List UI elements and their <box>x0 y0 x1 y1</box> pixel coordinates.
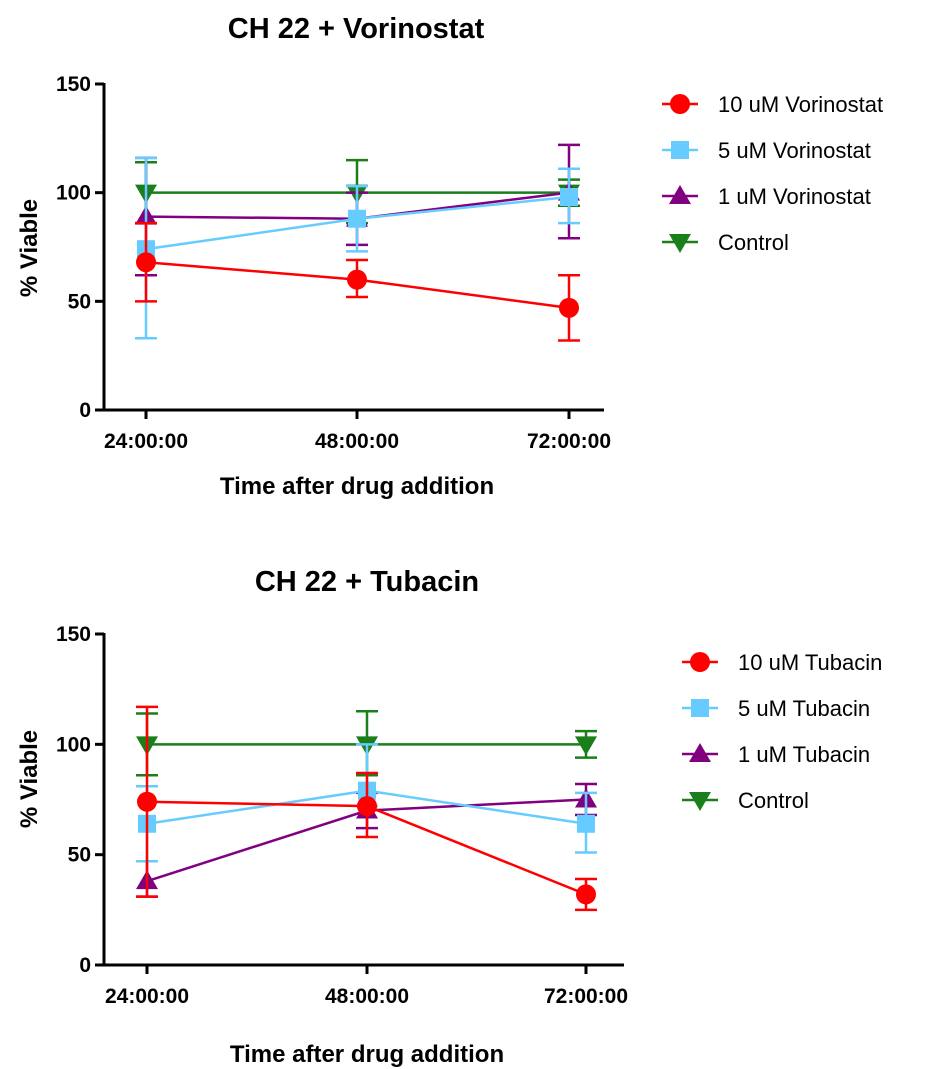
chart-title: CH 22 + Tubacin <box>255 566 479 598</box>
legend-swatch-marker <box>690 652 710 672</box>
legend-item: 1 uM Tubacin <box>682 742 870 767</box>
legend-label: Control <box>738 788 809 813</box>
legend-label: 1 uM Tubacin <box>738 742 870 767</box>
x-tick-label: 72:00:00 <box>544 985 628 1008</box>
data-point <box>577 814 595 833</box>
plot-area: 0 50 100 150 24:00:00 48:00:00 72:00:00 <box>56 73 611 453</box>
series-5-um-vorinostat <box>135 156 580 340</box>
legend-swatch-marker <box>689 743 711 762</box>
x-axis-label: Time after drug addition <box>220 473 494 500</box>
x-axis-label: Time after drug addition <box>230 1041 504 1068</box>
legend-label: 5 uM Tubacin <box>738 696 870 721</box>
data-point <box>576 884 596 905</box>
data-point <box>357 796 377 817</box>
y-tick-label: 100 <box>56 733 91 756</box>
plot-area: 0 50 100 150 24:00:00 48:00:00 72:00:00 <box>56 623 628 1008</box>
data-point <box>136 252 156 273</box>
x-tick-label: 48:00:00 <box>325 985 409 1008</box>
chart-vorinostat: CH 22 + Vorinostat % Viable Time after d… <box>16 13 883 500</box>
legend-item: Control <box>662 230 789 255</box>
legend-label: 10 uM Vorinostat <box>718 92 883 117</box>
legend-item: Control <box>682 788 809 813</box>
data-point <box>348 209 366 228</box>
legend: 10 uM Tubacin 5 uM Tubacin 1 uM Tubacin Con… <box>682 650 882 813</box>
data-point <box>575 736 597 756</box>
y-tick-label: 0 <box>79 399 91 422</box>
legend: 10 uM Vorinostat 5 uM Vorinostat 1 uM Vori… <box>662 92 883 255</box>
legend-item: 5 uM Vorinostat <box>662 138 871 163</box>
data-point <box>347 269 367 290</box>
y-tick-label: 50 <box>68 844 91 867</box>
y-axis-label: % Viable <box>16 199 43 297</box>
x-tick-label: 72:00:00 <box>527 430 611 453</box>
data-point <box>559 297 579 318</box>
legend-swatch-marker <box>691 699 709 717</box>
x-tick-label: 24:00:00 <box>104 430 188 453</box>
y-tick-label: 50 <box>68 290 91 313</box>
chart-title: CH 22 + Vorinostat <box>228 13 485 45</box>
legend-swatch-marker <box>669 234 691 253</box>
y-tick-label: 150 <box>56 623 91 646</box>
data-point <box>137 791 157 812</box>
series-10-um-tubacin <box>136 705 597 912</box>
legend-item: 10 uM Vorinostat <box>662 92 883 117</box>
legend-swatch-marker <box>669 185 691 204</box>
y-tick-label: 0 <box>79 954 91 977</box>
data-point <box>560 188 578 207</box>
legend-swatch-marker <box>689 792 711 811</box>
legend-label: 5 uM Vorinostat <box>718 138 871 163</box>
legend-swatch-marker <box>670 94 690 114</box>
legend-item: 10 uM Tubacin <box>682 650 882 675</box>
legend-swatch-marker <box>671 141 689 159</box>
y-axis-label: % Viable <box>16 730 43 828</box>
legend-label: 1 uM Vorinostat <box>718 184 871 209</box>
legend-label: Control <box>718 230 789 255</box>
x-tick-label: 48:00:00 <box>315 430 399 453</box>
series-10-um-vorinostat <box>135 221 580 342</box>
y-tick-label: 150 <box>56 73 91 96</box>
legend-item: 5 uM Tubacin <box>682 696 870 721</box>
x-tick-label: 24:00:00 <box>105 985 189 1008</box>
legend-item: 1 uM Vorinostat <box>662 184 871 209</box>
chart-tubacin: CH 22 + Tubacin % Viable Time after drug… <box>16 566 882 1068</box>
y-tick-label: 100 <box>56 182 91 205</box>
legend-label: 10 uM Tubacin <box>738 650 882 675</box>
